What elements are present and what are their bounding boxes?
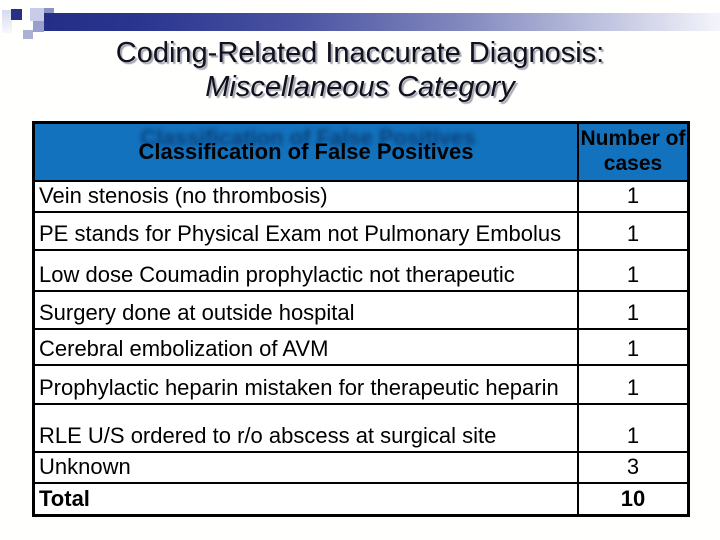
decor-square-medium xyxy=(33,21,44,32)
table-row: PE stands for Physical Exam not Pulmonar… xyxy=(35,211,687,249)
row-label: Cerebral embolization of AVM xyxy=(39,336,329,361)
row-label: Prophylactic heparin mistaken for therap… xyxy=(39,375,559,400)
total-count: 10 xyxy=(577,484,687,514)
row-label: Unknown xyxy=(39,454,131,479)
table-row: RLE U/S ordered to r/o abscess at surgic… xyxy=(35,403,687,451)
row-count: 1 xyxy=(577,366,687,403)
row-count: 1 xyxy=(577,182,687,211)
decor-square-medium-2 xyxy=(44,8,54,15)
table-total-row: Total 10 xyxy=(35,482,687,514)
row-label: Low dose Coumadin prophylactic not thera… xyxy=(39,262,515,287)
decor-light-strip xyxy=(2,10,12,33)
row-count: 1 xyxy=(577,213,687,249)
decor-gradient-bar xyxy=(44,13,720,31)
row-count: 1 xyxy=(577,405,687,451)
row-count: 1 xyxy=(577,251,687,290)
table-row: Unknown 3 xyxy=(35,451,687,482)
table-row: Surgery done at outside hospital 1 xyxy=(35,290,687,328)
false-positives-table: Classification of False Positives Number… xyxy=(32,121,690,517)
decor-square-dark xyxy=(11,9,22,20)
table-row: Prophylactic heparin mistaken for therap… xyxy=(35,364,687,403)
table-row: Vein stenosis (no thrombosis) 1 xyxy=(35,180,687,211)
total-label: Total xyxy=(39,486,90,511)
decor-square-lavender xyxy=(30,8,44,21)
table-row: Cerebral embolization of AVM 1 xyxy=(35,328,687,364)
decor-square-small xyxy=(23,30,33,39)
row-count: 3 xyxy=(577,453,687,482)
row-count: 1 xyxy=(577,292,687,328)
table-row: Low dose Coumadin prophylactic not thera… xyxy=(35,249,687,290)
row-label: RLE U/S ordered to r/o abscess at surgic… xyxy=(39,423,497,448)
row-count: 1 xyxy=(577,330,687,364)
row-label: Surgery done at outside hospital xyxy=(39,300,355,325)
header-classification: Classification of False Positives xyxy=(138,139,474,164)
title-line-2: Miscellaneous Category xyxy=(205,71,515,103)
row-label: PE stands for Physical Exam not Pulmonar… xyxy=(39,221,562,246)
row-label: Vein stenosis (no thrombosis) xyxy=(39,183,328,208)
title-line-1: Coding-Related Inaccurate Diagnosis: xyxy=(115,37,605,69)
slide-title: Coding-Related Inaccurate Diagnosis: Mis… xyxy=(0,36,720,104)
table-header-row: Classification of False Positives Number… xyxy=(35,124,687,180)
header-number-of-cases: Number of cases xyxy=(577,124,687,180)
